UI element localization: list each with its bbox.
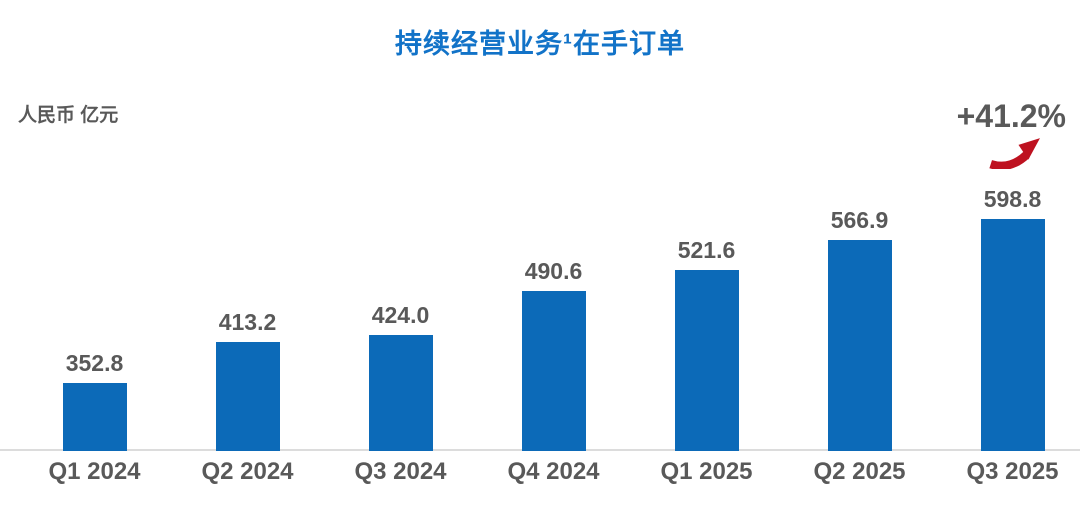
- x-axis-tick-label: Q3 2024: [354, 458, 447, 485]
- bar: [62, 382, 127, 451]
- growth-annotation: +41.2%: [956, 98, 1066, 134]
- x-axis-tick-label: Q3 2025: [966, 458, 1059, 485]
- bar: [368, 335, 433, 451]
- bar: [215, 342, 280, 451]
- bar-value-label: 521.6: [677, 236, 736, 263]
- bar: [674, 269, 739, 451]
- bar-group: 521.6: [630, 237, 783, 451]
- x-axis-tick-label: Q2 2025: [813, 458, 906, 485]
- chart-title: 持续经营业务¹在手订单: [395, 29, 685, 59]
- bar-group: 566.9: [783, 207, 936, 451]
- bar: [980, 218, 1045, 451]
- x-axis-tick-label: Q1 2025: [660, 458, 753, 485]
- bar-group: 598.8: [936, 185, 1080, 451]
- bar-value-label: 490.6: [524, 257, 583, 284]
- bar-value-label: 566.9: [830, 206, 889, 233]
- bar-value-label: 413.2: [218, 309, 277, 336]
- bar-value-label: 424.0: [371, 302, 430, 328]
- growth-arrow-icon: [989, 138, 1040, 169]
- bar-group: 490.6: [477, 258, 630, 451]
- x-axis-tick-label: Q1 2024: [48, 458, 141, 485]
- bar-group: 352.8: [18, 349, 171, 451]
- bar-value-label: 352.8: [65, 349, 124, 376]
- bar-group: 413.2: [171, 309, 324, 451]
- bar-group: 424.0: [324, 302, 477, 451]
- bar-value-label: 598.8: [983, 185, 1042, 212]
- y-axis-unit-label: 人民币 亿元: [18, 105, 119, 126]
- x-axis-tick-label: Q4 2024: [507, 458, 600, 485]
- x-axis-tick-label: Q2 2024: [201, 458, 294, 485]
- bar: [827, 239, 892, 451]
- bar: [521, 290, 586, 451]
